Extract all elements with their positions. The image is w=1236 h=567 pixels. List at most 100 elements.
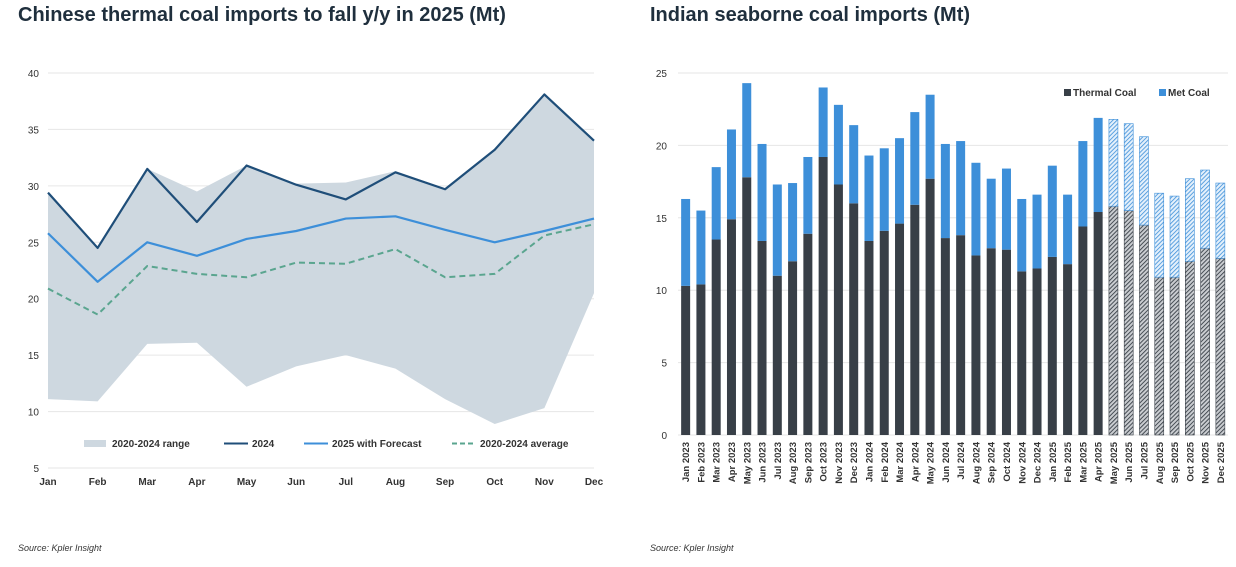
x-tick-label: May 2023 bbox=[742, 442, 753, 484]
bar-thermal-coal bbox=[1001, 249, 1011, 435]
bar-met-coal bbox=[1108, 119, 1119, 207]
bar-met-coal bbox=[986, 178, 996, 249]
bar-met-coal bbox=[757, 143, 767, 241]
bar-met-coal bbox=[1185, 178, 1195, 262]
bar-thermal-coal bbox=[971, 255, 981, 435]
china-chart-source: Source: Kpler Insight bbox=[18, 543, 102, 553]
bar-thermal-coal bbox=[1108, 205, 1119, 436]
x-tick-label: Jun bbox=[287, 477, 305, 488]
x-tick-label: Nov 2023 bbox=[834, 442, 845, 484]
legend-item: 2020-2024 average bbox=[452, 439, 569, 450]
x-tick-label: Nov 2025 bbox=[1201, 441, 1212, 483]
bar-met-coal bbox=[1017, 198, 1027, 272]
x-tick-label: Sep 2023 bbox=[803, 442, 814, 483]
x-tick-label: Jan 2023 bbox=[681, 442, 692, 482]
x-tick-label: Aug 2023 bbox=[788, 442, 799, 484]
bar-met-coal bbox=[910, 112, 920, 205]
x-tick-label: May bbox=[237, 477, 257, 488]
bar-thermal-coal bbox=[726, 219, 736, 435]
bar-thermal-coal bbox=[696, 284, 706, 435]
x-tick-label: Jul 2025 bbox=[1139, 441, 1150, 479]
legend-item: 2024 bbox=[224, 439, 275, 450]
y-tick-label: 5 bbox=[33, 464, 39, 475]
bar-thermal-coal bbox=[818, 156, 828, 435]
x-tick-label: Dec 2025 bbox=[1216, 441, 1227, 483]
china-chart-title: Chinese thermal coal imports to fall y/y… bbox=[18, 4, 506, 26]
x-tick-label: Jan bbox=[39, 477, 56, 488]
bar-met-coal bbox=[1001, 168, 1011, 250]
bar-thermal-coal bbox=[895, 223, 905, 435]
x-tick-label: Sep 2025 bbox=[1170, 441, 1181, 483]
x-tick-label: Apr bbox=[188, 477, 205, 488]
bar-thermal-coal bbox=[1047, 256, 1057, 435]
bar-thermal-coal bbox=[1154, 276, 1165, 436]
x-tick-label: Dec bbox=[585, 477, 604, 488]
x-tick-label: Feb 2025 bbox=[1063, 441, 1074, 482]
bar-thermal-coal bbox=[1017, 271, 1027, 435]
y-tick-label: 40 bbox=[28, 69, 40, 80]
bar-thermal-coal bbox=[879, 230, 889, 435]
bar-met-coal bbox=[1078, 141, 1088, 227]
india-chart-source: Source: Kpler Insight bbox=[650, 543, 734, 553]
range-band-2020-2024 bbox=[48, 94, 594, 424]
bar-met-coal bbox=[1200, 169, 1210, 249]
x-tick-label: Mar 2023 bbox=[712, 442, 723, 483]
x-tick-label: Mar 2025 bbox=[1078, 441, 1089, 482]
x-tick-label: May 2025 bbox=[1109, 441, 1120, 484]
bar-thermal-coal bbox=[1200, 247, 1210, 436]
x-tick-label: Feb bbox=[89, 477, 107, 488]
bar-met-coal bbox=[772, 184, 782, 276]
x-tick-label: Feb 2024 bbox=[880, 441, 891, 482]
india-chart-title: Indian seaborne coal imports (Mt) bbox=[650, 4, 971, 26]
bar-thermal-coal bbox=[772, 275, 782, 435]
y-tick-label: 15 bbox=[656, 214, 668, 225]
bar-met-coal bbox=[1215, 182, 1226, 259]
bar-thermal-coal bbox=[910, 204, 920, 435]
bar-thermal-coal bbox=[1032, 268, 1042, 435]
bar-met-coal bbox=[864, 155, 874, 241]
bar-thermal-coal bbox=[681, 285, 691, 435]
india-chart-panel: Indian seaborne coal imports (Mt) 25 20 15… bbox=[630, 0, 1236, 567]
bar-met-coal bbox=[803, 156, 813, 234]
y-tick-label: 5 bbox=[661, 359, 667, 370]
x-tick-label: Sep 2024 bbox=[987, 441, 998, 483]
x-tick-label: Jul 2024 bbox=[956, 441, 967, 479]
bar-met-coal bbox=[711, 167, 721, 240]
x-tick-label: Jul 2023 bbox=[773, 442, 784, 480]
x-tick-label: Feb 2023 bbox=[696, 442, 707, 483]
series-line-2020-2024-average bbox=[47, 223, 595, 316]
bar-thermal-coal bbox=[1078, 226, 1088, 435]
x-tick-label: May 2024 bbox=[926, 441, 937, 484]
bar-met-coal bbox=[1123, 123, 1134, 211]
x-tick-label: Apr 2024 bbox=[910, 441, 921, 482]
legend-label: 2020-2024 average bbox=[480, 439, 569, 450]
bar-thermal-coal bbox=[1169, 276, 1180, 436]
x-tick-label: Apr 2025 bbox=[1094, 441, 1105, 482]
y-tick-label: 35 bbox=[28, 125, 40, 136]
bar-thermal-coal bbox=[833, 184, 843, 435]
bar-thermal-coal bbox=[803, 233, 813, 435]
bar-thermal-coal bbox=[788, 261, 798, 435]
series-line-2025-with-forecast bbox=[47, 215, 595, 283]
bar-met-coal bbox=[1139, 136, 1149, 226]
bar-thermal-coal bbox=[1063, 264, 1073, 435]
x-tick-label: Oct 2024 bbox=[1002, 441, 1013, 481]
bar-thermal-coal bbox=[711, 239, 721, 435]
india-bar-chart: 25 20 15 10 5 0 Jan 2023 Feb 2023 Mar 2023 Apr 20… bbox=[656, 69, 1228, 484]
bar-met-coal bbox=[726, 129, 736, 220]
y-tick-label: 10 bbox=[656, 286, 668, 297]
bar-thermal-coal bbox=[925, 178, 935, 436]
legend-swatch bbox=[1064, 89, 1071, 96]
x-tick-label: Aug 2024 bbox=[971, 441, 982, 484]
bar-met-coal bbox=[956, 141, 966, 236]
x-tick-label: Mar 2024 bbox=[895, 441, 906, 482]
x-tick-label: Jan 2024 bbox=[864, 441, 875, 482]
legend-item: Thermal Coal bbox=[1064, 88, 1137, 99]
x-tick-label: Oct bbox=[486, 477, 503, 488]
bar-thermal-coal bbox=[864, 240, 874, 435]
bar-thermal-coal bbox=[940, 238, 950, 435]
bar-met-coal bbox=[971, 162, 981, 256]
y-tick-label: 30 bbox=[28, 182, 40, 193]
legend-label: 2020-2024 range bbox=[112, 439, 190, 450]
